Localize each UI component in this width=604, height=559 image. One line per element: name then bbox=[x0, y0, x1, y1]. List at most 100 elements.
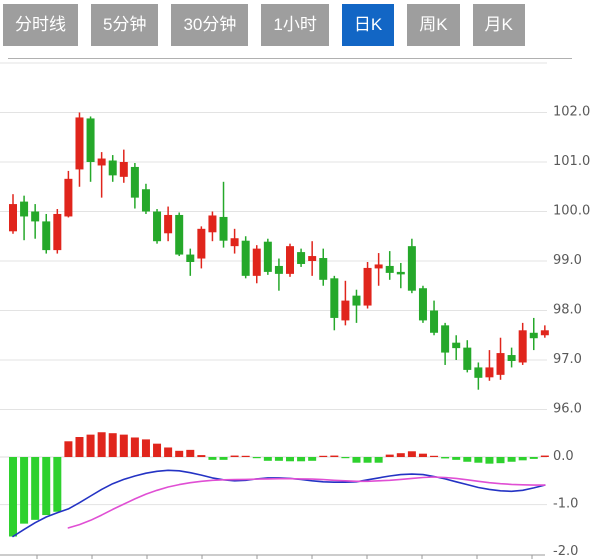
dea-line bbox=[67, 476, 546, 529]
macd-histogram-layer bbox=[9, 432, 549, 537]
axis-labels-layer: 102.0 101.0 100.0 99.0 98.0 97.0 96.0 0.0 -1.0 -2… bbox=[553, 105, 590, 559]
macd-histogram-bar bbox=[97, 432, 106, 457]
candle-body bbox=[441, 325, 450, 353]
macd-histogram-bar bbox=[241, 455, 250, 457]
macd-histogram-bar bbox=[230, 455, 239, 457]
candle-body bbox=[274, 265, 283, 274]
candle-body bbox=[86, 118, 95, 162]
candle-body bbox=[297, 252, 306, 264]
candle-body bbox=[20, 201, 29, 217]
macd-histogram-bar bbox=[42, 457, 51, 516]
macd-histogram-bar bbox=[452, 457, 461, 460]
macd-histogram-bar bbox=[263, 457, 272, 461]
candle-body bbox=[485, 367, 494, 378]
tab-5min[interactable]: 5分钟 bbox=[91, 4, 159, 46]
candle-body bbox=[164, 214, 173, 234]
macd-histogram-bar bbox=[485, 457, 494, 464]
macd-histogram-bar bbox=[407, 451, 416, 457]
candle-body bbox=[430, 310, 439, 333]
macd-histogram-bar bbox=[86, 434, 95, 457]
candle-body bbox=[197, 228, 206, 259]
candle-body bbox=[496, 353, 505, 375]
macd-histogram-bar bbox=[252, 457, 261, 459]
candle-body bbox=[75, 117, 84, 170]
candle-body bbox=[385, 265, 394, 273]
candle-body bbox=[153, 211, 162, 242]
candle-body bbox=[518, 330, 527, 363]
period-tabbar: 分时线 5分钟 30分钟 1小时 日K 周K 月K bbox=[3, 4, 525, 46]
tab-timeline[interactable]: 分时线 bbox=[3, 4, 78, 46]
macd-histogram-bar bbox=[274, 457, 283, 461]
candle-body bbox=[31, 211, 40, 222]
macd-histogram-bar bbox=[130, 437, 139, 457]
macd-histogram-bar bbox=[64, 441, 73, 457]
tabbar-divider bbox=[8, 58, 572, 59]
price-axis-label: 98.0 bbox=[553, 303, 582, 318]
tab-monthly-k[interactable]: 月K bbox=[472, 4, 525, 46]
macd-histogram-bar bbox=[518, 457, 527, 461]
tab-daily-k[interactable]: 日K bbox=[341, 4, 395, 46]
macd-histogram-bar bbox=[385, 454, 394, 457]
candle-body bbox=[540, 330, 549, 336]
macd-histogram-bar bbox=[496, 457, 505, 464]
macd-histogram-bar bbox=[363, 457, 372, 463]
macd-histogram-bar bbox=[219, 457, 228, 460]
candle-body bbox=[452, 342, 461, 349]
candle-body bbox=[529, 332, 538, 339]
candle-body bbox=[463, 347, 472, 370]
price-axis-label: 97.0 bbox=[553, 352, 582, 367]
candlestick-layer bbox=[9, 112, 549, 390]
candle-body bbox=[396, 271, 405, 275]
candle-body bbox=[42, 221, 51, 251]
macd-histogram-bar bbox=[53, 457, 62, 512]
macd-histogram-bar bbox=[529, 457, 538, 459]
macd-histogram-bar bbox=[308, 457, 317, 461]
price-axis-label: 102.0 bbox=[553, 105, 590, 120]
price-axis-label: 100.0 bbox=[553, 204, 590, 219]
macd-lines-layer bbox=[12, 469, 546, 538]
macd-histogram-bar bbox=[286, 457, 294, 462]
tab-1hour[interactable]: 1小时 bbox=[261, 4, 329, 46]
candle-body bbox=[286, 246, 294, 274]
macd-histogram-bar bbox=[463, 457, 472, 462]
macd-axis-label: -1.0 bbox=[553, 497, 578, 512]
macd-histogram-bar bbox=[9, 457, 17, 537]
macd-histogram-bar bbox=[108, 433, 117, 457]
candle-body bbox=[308, 256, 317, 261]
price-axis-label: 99.0 bbox=[553, 253, 582, 268]
candle-body bbox=[352, 295, 361, 306]
candle-body bbox=[130, 166, 139, 198]
macd-histogram-bar bbox=[175, 450, 184, 457]
macd-histogram-bar bbox=[20, 457, 29, 524]
macd-histogram-bar bbox=[297, 457, 306, 462]
candle-body bbox=[474, 367, 483, 378]
macd-histogram-bar bbox=[330, 455, 339, 457]
candle-body bbox=[219, 216, 228, 241]
macd-histogram-bar bbox=[164, 447, 173, 457]
macd-histogram-bar bbox=[119, 434, 128, 457]
tab-30min[interactable]: 30分钟 bbox=[171, 4, 249, 46]
candle-body bbox=[119, 162, 128, 177]
candle-body bbox=[64, 178, 73, 217]
macd-histogram-bar bbox=[396, 453, 405, 457]
macd-histogram-bar bbox=[75, 437, 84, 457]
candle-body bbox=[175, 214, 184, 255]
candle-body bbox=[363, 267, 372, 306]
macd-histogram-bar bbox=[208, 457, 217, 460]
candle-body bbox=[319, 258, 328, 280]
candle-body bbox=[330, 278, 339, 318]
candle-body bbox=[53, 213, 62, 251]
macd-histogram-bar bbox=[352, 457, 361, 463]
candle-body bbox=[9, 204, 17, 232]
macd-histogram-bar bbox=[153, 443, 162, 457]
macd-histogram-bar bbox=[507, 457, 516, 462]
macd-histogram-bar bbox=[31, 457, 40, 520]
candle-body bbox=[252, 248, 261, 276]
tab-weekly-k[interactable]: 周K bbox=[407, 4, 460, 46]
macd-histogram-bar bbox=[197, 455, 206, 457]
dif-line bbox=[12, 469, 546, 538]
candle-body bbox=[141, 189, 150, 212]
macd-axis-label: -2.0 bbox=[553, 544, 578, 559]
candle-body bbox=[341, 300, 350, 321]
macd-histogram-bar bbox=[418, 453, 427, 457]
